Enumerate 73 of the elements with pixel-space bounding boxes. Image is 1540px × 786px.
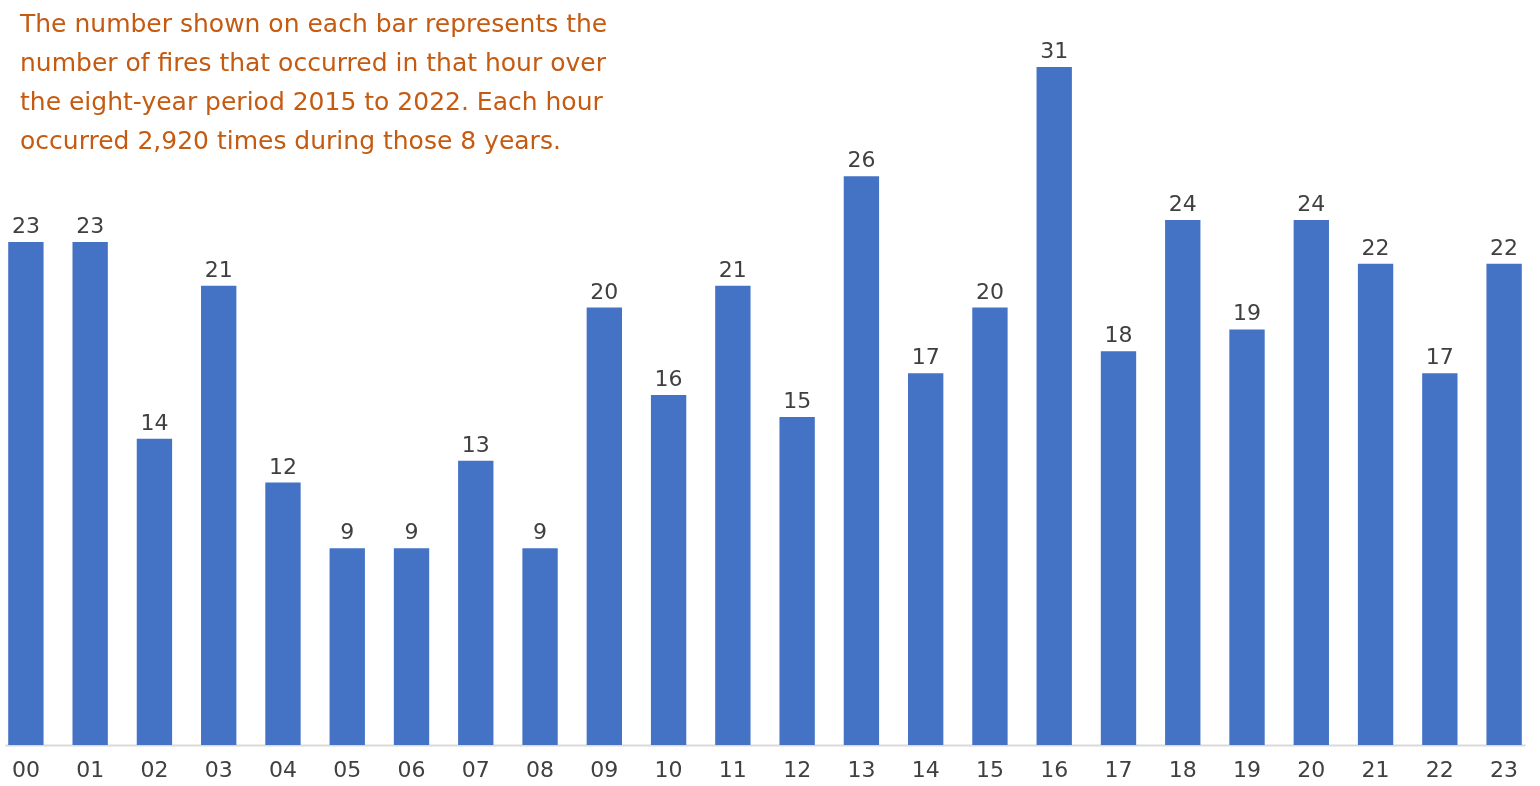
data-label: 9	[404, 519, 419, 545]
x-tick-label: 22	[1425, 756, 1454, 782]
data-label: 24	[1168, 191, 1197, 217]
x-tick-label: 21	[1361, 756, 1390, 782]
x-tick-label: 04	[268, 756, 297, 782]
data-label: 14	[140, 409, 169, 435]
data-label: 9	[340, 519, 355, 545]
x-tick-label: 00	[11, 756, 40, 782]
x-tick-label: 09	[590, 756, 619, 782]
x-tick-label: 18	[1168, 756, 1197, 782]
x-tick-label: 20	[1297, 756, 1326, 782]
data-label: 17	[911, 344, 940, 370]
data-label: 18	[1104, 322, 1133, 348]
bar	[329, 548, 365, 745]
x-tick-label: 15	[975, 756, 1004, 782]
bar	[1293, 220, 1329, 745]
x-tick-label: 19	[1233, 756, 1262, 782]
x-tick-label: 23	[1490, 756, 1519, 782]
bar	[1165, 220, 1201, 745]
data-label: 22	[1361, 234, 1390, 260]
data-label: 24	[1297, 191, 1326, 217]
bar	[586, 307, 622, 745]
x-tick-label: 12	[783, 756, 812, 782]
x-tick-label: 14	[911, 756, 940, 782]
data-label: 26	[847, 147, 876, 173]
data-label: 16	[654, 366, 683, 392]
data-label: 17	[1425, 344, 1454, 370]
bar	[72, 241, 108, 745]
x-tick-label: 17	[1104, 756, 1133, 782]
x-tick-label: 03	[204, 756, 233, 782]
bar	[715, 285, 751, 745]
bar	[522, 548, 558, 745]
data-label: 19	[1233, 300, 1262, 326]
data-label: 9	[533, 519, 548, 545]
data-label: 21	[718, 256, 747, 282]
x-tick-label: 02	[140, 756, 169, 782]
annotation: The number shown on each bar represents the number of fires that occurred in that hour over the eight-year period 2015 to 2022. Each hour occurred 2,920 times during those 8 years.	[20, 8, 609, 157]
bar	[1036, 67, 1072, 745]
data-label: 13	[461, 431, 490, 457]
bar	[1229, 329, 1265, 745]
bar	[779, 416, 815, 745]
x-tick-label: 10	[654, 756, 683, 782]
data-label: 15	[783, 387, 812, 413]
bar	[8, 241, 44, 745]
data-label: 21	[204, 256, 233, 282]
x-tick-label: 06	[397, 756, 426, 782]
bar	[458, 460, 494, 745]
bar	[265, 482, 301, 745]
bar	[908, 373, 944, 745]
x-tick-label: 16	[1040, 756, 1069, 782]
x-tick-label: 01	[76, 756, 105, 782]
data-label: 23	[76, 212, 105, 238]
bar	[1422, 373, 1458, 745]
bar	[1357, 263, 1394, 745]
bar	[1486, 263, 1522, 745]
bar	[972, 307, 1008, 745]
bar	[136, 438, 173, 745]
x-tick-label: 13	[847, 756, 876, 782]
x-tick-label: 07	[461, 756, 490, 782]
bar	[843, 176, 880, 745]
data-label: 20	[590, 278, 619, 304]
bar	[201, 285, 237, 745]
x-tick-label: 05	[333, 756, 362, 782]
data-label: 20	[975, 278, 1004, 304]
bar	[1100, 351, 1137, 745]
bar	[650, 395, 687, 745]
data-label: 12	[268, 453, 297, 479]
bar	[393, 548, 430, 745]
data-label: 22	[1490, 234, 1519, 260]
data-label: 31	[1040, 38, 1069, 63]
data-label: 23	[11, 212, 40, 238]
x-tick-label: 11	[718, 756, 747, 782]
x-tick-label: 08	[526, 756, 555, 782]
